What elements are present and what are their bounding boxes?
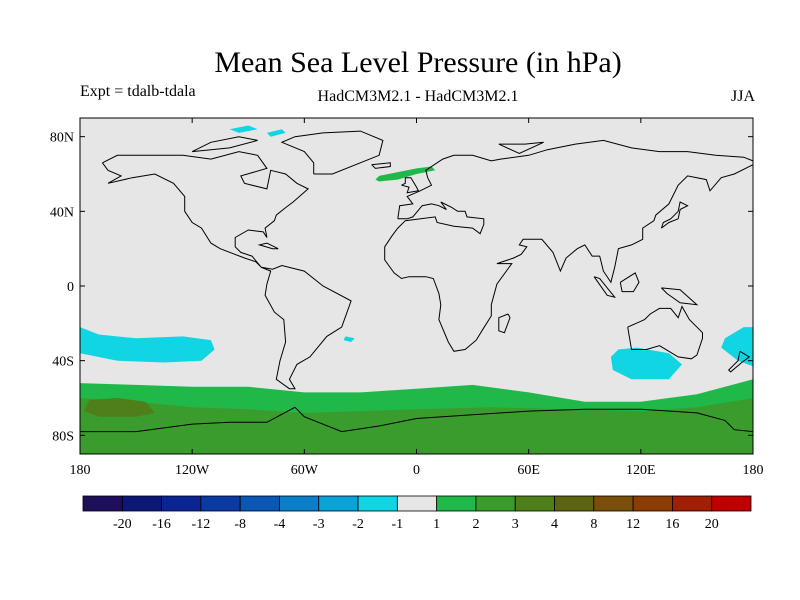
coastline-9 bbox=[593, 276, 617, 299]
region-southern-ocean-positive-4 bbox=[83, 398, 155, 417]
x-tick-label: 180 bbox=[70, 463, 91, 478]
colorbar-label: -16 bbox=[152, 517, 171, 532]
colorbar-swatch bbox=[554, 495, 595, 512]
coastline-15 bbox=[191, 136, 258, 153]
colorbar-swatch bbox=[161, 495, 202, 512]
region-tasman-negative bbox=[721, 327, 753, 367]
colorbar-label: -8 bbox=[234, 517, 246, 532]
region-south-pacific-negative bbox=[80, 327, 215, 363]
region-arctic-negative-1 bbox=[229, 125, 258, 133]
colorbar-swatch bbox=[711, 495, 752, 512]
x-tick-label: 0 bbox=[413, 463, 420, 478]
coastline-0 bbox=[101, 151, 352, 390]
colorbar-label: -1 bbox=[392, 517, 404, 532]
colorbar-label: -20 bbox=[113, 517, 132, 532]
coastline-11 bbox=[661, 287, 699, 306]
x-tick-label: 60E bbox=[517, 463, 540, 478]
x-tick-label: 120W bbox=[175, 463, 210, 478]
coastline-14 bbox=[498, 141, 544, 155]
coastline-7 bbox=[660, 201, 689, 229]
colorbar-label: -3 bbox=[313, 517, 325, 532]
colorbar-swatch bbox=[396, 495, 438, 512]
colorbar-swatch bbox=[200, 495, 241, 512]
x-tick-label: 180 bbox=[743, 463, 764, 478]
model-label: HadCM3M2.1 - HadCM3M2.1 bbox=[317, 88, 519, 105]
coastline-13 bbox=[257, 242, 279, 250]
colorbar-label: 8 bbox=[590, 517, 597, 532]
colorbar-swatch bbox=[82, 495, 123, 512]
colorbar-label: 2 bbox=[472, 517, 479, 532]
chart-title: Mean Sea Level Pressure (in hPa) bbox=[214, 46, 622, 79]
coastlines bbox=[80, 130, 754, 433]
coastline-3 bbox=[627, 305, 703, 360]
colorbar-label: -12 bbox=[192, 517, 211, 532]
coastline-2 bbox=[384, 139, 754, 352]
contour-regions bbox=[80, 125, 753, 454]
season-label: JJA bbox=[730, 88, 755, 105]
colorbar-swatch bbox=[632, 495, 673, 512]
coastline-4 bbox=[80, 406, 754, 433]
y-tick-label: 40S bbox=[52, 355, 74, 370]
experiment-label: Expt = tdalb-tdala bbox=[80, 83, 196, 100]
colorbar-swatch bbox=[318, 495, 359, 512]
colorbar-swatch bbox=[475, 495, 516, 512]
x-tick-label: 60W bbox=[291, 463, 319, 478]
colorbar-label: 1 bbox=[433, 517, 440, 532]
axis-ticks: 180 120W 60W 0 60E 120E 180 80N 40N 0 40S 80S bbox=[50, 118, 764, 478]
colorbar-swatch bbox=[672, 495, 713, 512]
region-north-atlantic-positive bbox=[375, 166, 436, 182]
colorbar-label: 4 bbox=[551, 517, 558, 532]
region-southern-ocean-positive-3 bbox=[80, 398, 753, 454]
colorbar-label: 16 bbox=[665, 517, 679, 532]
y-tick-label: 80S bbox=[52, 429, 74, 444]
colorbar-swatch bbox=[436, 495, 477, 512]
y-tick-label: 40N bbox=[50, 205, 74, 220]
colorbar-label: 12 bbox=[626, 517, 640, 532]
colorbar-swatch bbox=[239, 495, 280, 512]
coastline-6 bbox=[371, 162, 391, 169]
coastline-10 bbox=[619, 272, 640, 293]
coastline-12 bbox=[727, 350, 751, 373]
colorbar-label: -4 bbox=[274, 517, 286, 532]
coastline-8 bbox=[498, 313, 511, 334]
colorbar-swatch bbox=[593, 495, 634, 512]
y-tick-label: 80N bbox=[50, 131, 74, 146]
coastline-5 bbox=[401, 177, 420, 194]
colorbar-swatch bbox=[514, 495, 555, 512]
colorbar-label: 20 bbox=[705, 517, 719, 532]
colorbar-swatch bbox=[357, 495, 398, 512]
colorbar-swatch bbox=[279, 495, 320, 512]
colorbar: -20 -16 -12 -8 -4 -3 -2 -1 1 2 3 4 8 12 16 20 bbox=[82, 495, 752, 532]
coastline-1 bbox=[280, 130, 384, 175]
colorbar-label: 3 bbox=[512, 517, 519, 532]
y-tick-label: 0 bbox=[67, 280, 74, 295]
region-indian-ocean-negative bbox=[610, 347, 682, 380]
x-tick-label: 120E bbox=[626, 463, 656, 478]
colorbar-label: -2 bbox=[352, 517, 364, 532]
region-south-atlantic-small-negative bbox=[343, 336, 355, 342]
region-arctic-negative-2 bbox=[266, 129, 286, 137]
colorbar-swatch bbox=[121, 495, 162, 512]
